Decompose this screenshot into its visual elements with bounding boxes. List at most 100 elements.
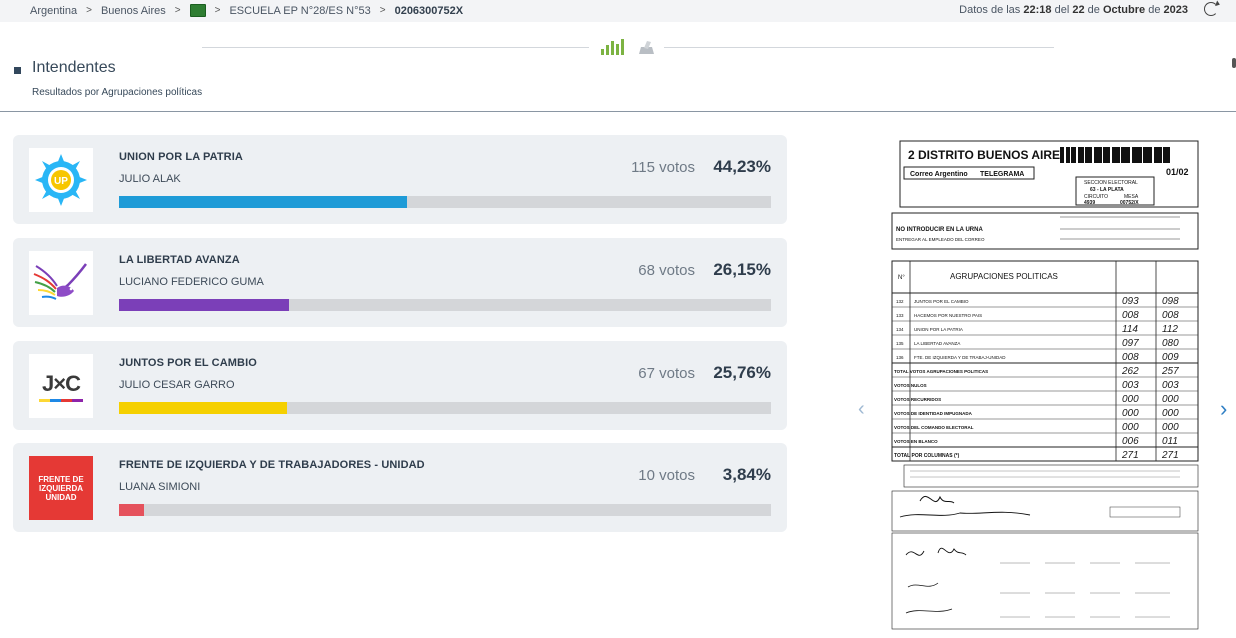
- svg-text:AGRUPACIONES POLITICAS: AGRUPACIONES POLITICAS: [950, 272, 1058, 281]
- svg-text:006: 006: [1122, 436, 1139, 447]
- signature-mark: [905, 550, 925, 556]
- svg-text:080: 080: [1162, 338, 1179, 349]
- candidate-name: JULIO CESAR GARRO: [119, 379, 235, 391]
- breadcrumb-school[interactable]: ESCUELA EP N°28/ES N°53: [229, 4, 371, 17]
- svg-text:008: 008: [1162, 310, 1179, 321]
- vote-percent: 3,84%: [722, 465, 771, 484]
- svg-text:136: 136: [896, 355, 904, 360]
- progress-fill: [119, 504, 145, 516]
- progress-track: [119, 299, 771, 311]
- jxc-logo-stripes: [39, 398, 83, 402]
- section-subtitle: Resultados por Agrupaciones políticas: [32, 87, 203, 98]
- vote-count: 68 votos: [638, 262, 695, 279]
- svg-text:4939: 4939: [1084, 200, 1095, 206]
- vote-percent: 44,23%: [713, 157, 771, 176]
- ballot-box-view-icon[interactable]: [637, 41, 656, 55]
- svg-text:262: 262: [1121, 366, 1139, 377]
- svg-text:114: 114: [1122, 324, 1138, 335]
- breadcrumb: Argentina > Buenos Aires > > ESCUELA EP …: [30, 4, 463, 17]
- vote-count: 67 votos: [638, 365, 695, 382]
- jxc-logo-text: J×C: [42, 370, 81, 396]
- svg-text:135: 135: [896, 341, 904, 346]
- svg-text:008: 008: [1122, 352, 1139, 363]
- svg-text:UP: UP: [54, 176, 68, 187]
- progress-fill: [119, 299, 290, 311]
- ballot-box-icon[interactable]: [189, 4, 206, 17]
- previous-arrow-icon[interactable]: ‹: [858, 398, 865, 420]
- party-logo-fit: FRENTE DE IZQUIERDA UNIDAD: [29, 456, 93, 520]
- svg-text:TOTAL VOTOS AGRUPACIONES POLIT: TOTAL VOTOS AGRUPACIONES POLITICAS: [894, 369, 988, 374]
- party-name: LA LIBERTAD AVANZA: [119, 254, 240, 266]
- candidate-name: JULIO ALAK: [119, 173, 181, 185]
- result-card-lla: LA LIBERTAD AVANZA LUCIANO FEDERICO GUMA…: [13, 238, 787, 327]
- svg-text:SECCION ELECTORAL: SECCION ELECTORAL: [1084, 180, 1138, 186]
- party-name: FRENTE DE IZQUIERDA Y DE TRABAJADORES - …: [119, 459, 425, 471]
- svg-text:LA LIBERTAD AVANZA: LA LIBERTAD AVANZA: [914, 341, 960, 346]
- svg-text:TOTAL POR COLUMNAS (*): TOTAL POR COLUMNAS (*): [894, 453, 960, 459]
- fit-logo-text: FRENTE DE IZQUIERDA UNIDAD: [38, 474, 84, 502]
- svg-text:000: 000: [1162, 394, 1179, 405]
- progress-track: [119, 504, 771, 516]
- svg-text:DISTRITO BUENOS AIRES: DISTRITO BUENOS AIRES: [918, 148, 1068, 162]
- next-arrow-icon[interactable]: ›: [1220, 396, 1228, 421]
- svg-text:UNION POR LA PATRIA: UNION POR LA PATRIA: [914, 327, 963, 332]
- svg-text:133: 133: [896, 313, 904, 318]
- svg-text:003: 003: [1122, 380, 1139, 391]
- svg-text:009: 009: [1162, 352, 1179, 363]
- section-rule: [0, 111, 1236, 112]
- progress-fill: [119, 196, 408, 208]
- eagle-logo-icon: [33, 263, 87, 300]
- signature-mark: [907, 582, 939, 588]
- candidate-name: LUCIANO FEDERICO GUMA: [119, 276, 264, 288]
- svg-text:HACEMOS POR NUESTRO PAIS: HACEMOS POR NUESTRO PAIS: [914, 313, 982, 318]
- result-card-jxc: J×C JUNTOS POR EL CAMBIO JULIO CESAR GAR…: [13, 341, 787, 430]
- svg-text:000: 000: [1162, 422, 1179, 433]
- svg-text:093: 093: [1122, 296, 1139, 307]
- svg-text:134: 134: [896, 327, 904, 332]
- breadcrumb-separator: >: [379, 5, 386, 16]
- svg-text:097: 097: [1122, 338, 1139, 349]
- svg-text:271: 271: [1121, 450, 1139, 461]
- telegram-scan: 2 DISTRITO BUENOS AIRES 01/02 Correo Arg…: [880, 135, 1203, 633]
- svg-text:MESA: MESA: [1124, 194, 1139, 200]
- signature-mark: [905, 608, 953, 614]
- section-title: Intendentes: [32, 59, 116, 76]
- sun-logo-icon: UP: [35, 154, 87, 206]
- party-logo-jxc: J×C: [29, 354, 93, 418]
- svg-text:N°: N°: [898, 275, 905, 281]
- party-logo-up: UP: [29, 148, 93, 212]
- vote-count: 10 votos: [638, 467, 695, 484]
- refresh-icon[interactable]: [1204, 2, 1218, 16]
- breadcrumb-separator: >: [174, 5, 181, 16]
- candidate-name: LUANA SIMIONI: [119, 481, 201, 493]
- svg-text:257: 257: [1161, 366, 1179, 377]
- vote-percent: 25,76%: [713, 363, 771, 382]
- svg-text:TELEGRAMA: TELEGRAMA: [980, 171, 1024, 178]
- breadcrumb-country[interactable]: Argentina: [30, 4, 78, 17]
- party-name: JUNTOS POR EL CAMBIO: [119, 357, 257, 369]
- result-card-fit: FRENTE DE IZQUIERDA UNIDAD FRENTE DE IZQ…: [13, 443, 787, 532]
- vote-percent: 26,15%: [713, 260, 771, 279]
- svg-text:271: 271: [1161, 450, 1179, 461]
- svg-text:VOTOS DE IDENTIDAD IMPUGNADA: VOTOS DE IDENTIDAD IMPUGNADA: [894, 411, 973, 416]
- svg-text:098: 098: [1162, 296, 1179, 307]
- svg-text:NO INTRODUCIR EN LA URNA: NO INTRODUCIR EN LA URNA: [896, 227, 983, 233]
- svg-text:2: 2: [908, 148, 915, 162]
- result-card-up: UP UNION POR LA PATRIA JULIO ALAK 115 vo…: [13, 135, 787, 224]
- svg-text:VOTOS NULOS: VOTOS NULOS: [894, 383, 927, 388]
- breadcrumb-province[interactable]: Buenos Aires: [100, 4, 166, 17]
- scroll-indicator: [1232, 58, 1236, 68]
- handwritten-name: [899, 511, 1031, 518]
- svg-text:000: 000: [1122, 422, 1139, 433]
- vote-count: 115 votos: [631, 159, 695, 176]
- breadcrumb-separator: >: [214, 5, 221, 16]
- signature-mark: [937, 547, 967, 556]
- breadcrumb-mesa: 0206300752X: [394, 4, 464, 17]
- svg-text:008: 008: [1122, 310, 1139, 321]
- last-update: Datos de las 22:18 del 22 de Octubre de …: [959, 4, 1188, 16]
- divider-left: [202, 47, 589, 48]
- bar-chart-icon[interactable]: [601, 39, 624, 55]
- svg-text:63 - LA PLATA: 63 - LA PLATA: [1090, 187, 1124, 193]
- svg-text:ENTREGAR AL EMPLEADO DEL CORRE: ENTREGAR AL EMPLEADO DEL CORREO: [896, 237, 985, 242]
- svg-text:VOTOS DEL COMANDO ELECTORAL: VOTOS DEL COMANDO ELECTORAL: [894, 425, 974, 430]
